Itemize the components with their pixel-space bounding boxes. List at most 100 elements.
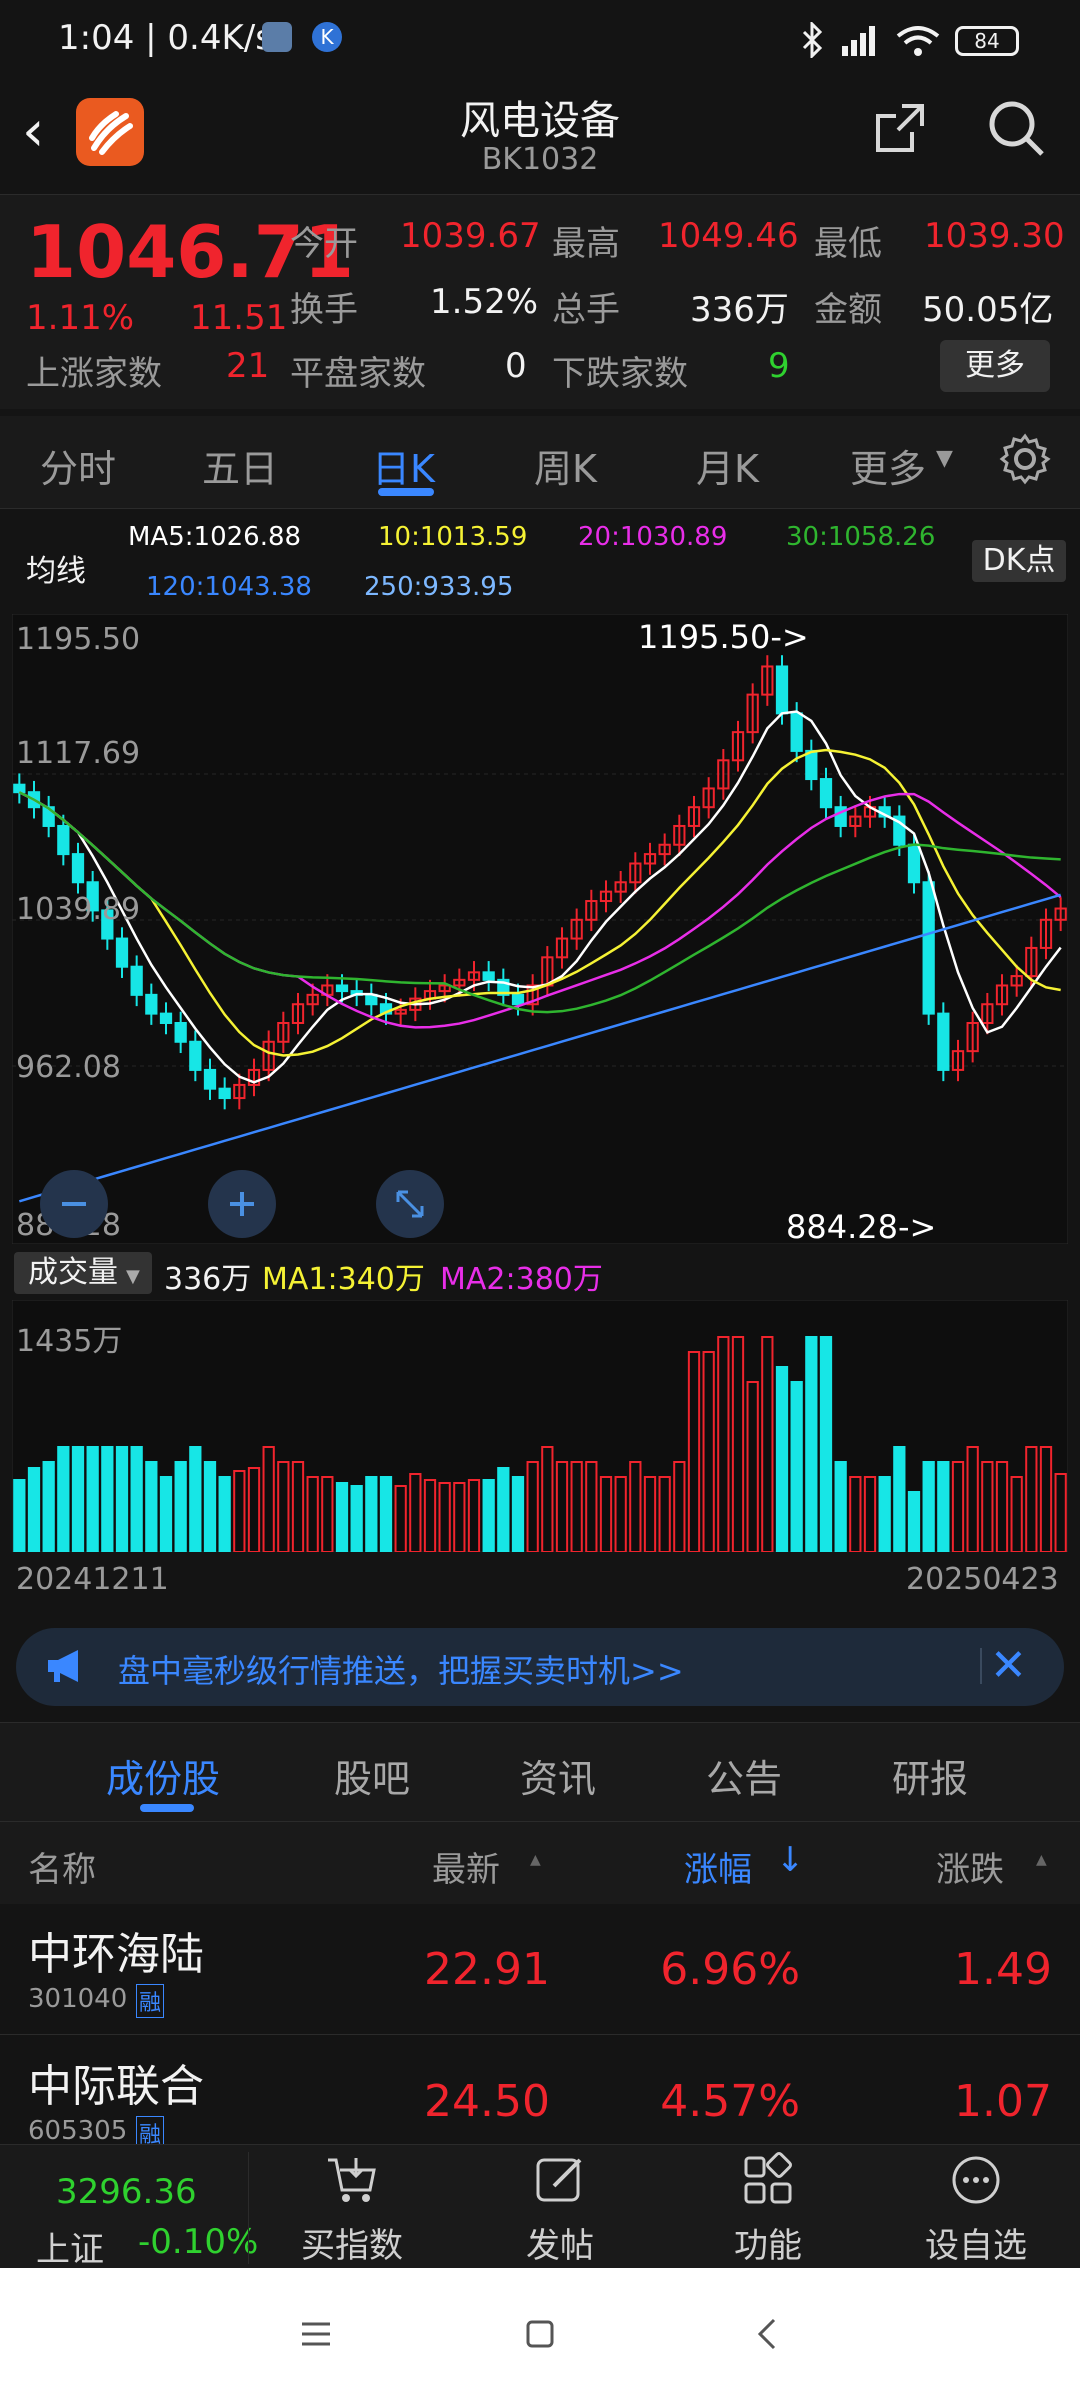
volume-bar bbox=[159, 1476, 173, 1552]
menu-icon[interactable] bbox=[298, 2316, 334, 2352]
candle-body bbox=[497, 978, 510, 996]
candle-body bbox=[673, 824, 686, 846]
vol-ma1: MA1:340万 bbox=[262, 1262, 425, 1297]
candle-body bbox=[805, 749, 818, 781]
flat-count-label: 平盘家数 bbox=[290, 354, 426, 394]
col-latest[interactable]: 最新 bbox=[432, 1850, 500, 1890]
nav-post[interactable]: 发帖 bbox=[526, 2226, 594, 2266]
min-price-marker: 884.28-> bbox=[786, 1208, 937, 1246]
candle-body bbox=[145, 993, 158, 1015]
kline-chart[interactable] bbox=[12, 614, 1068, 1244]
zoom-in-button[interactable] bbox=[208, 1170, 276, 1238]
volume-bar bbox=[834, 1461, 847, 1552]
candle-body bbox=[482, 971, 495, 981]
ma5-value: MA5:1026.88 bbox=[128, 522, 302, 552]
volume-bar bbox=[321, 1476, 334, 1552]
high-label: 最高 bbox=[552, 224, 620, 264]
change-pct: 1.11% bbox=[26, 298, 135, 338]
turnover-label: 换手 bbox=[290, 290, 358, 330]
change-pct: 6.96% bbox=[660, 1944, 800, 1995]
candle-body bbox=[1039, 918, 1053, 949]
candle-body bbox=[115, 937, 129, 968]
volume-bar bbox=[849, 1476, 862, 1552]
candle-body bbox=[71, 853, 85, 884]
volume-bar bbox=[203, 1461, 217, 1552]
candle-body bbox=[1054, 907, 1067, 921]
stock-name: 中际联合 bbox=[28, 2061, 204, 2112]
share-icon[interactable] bbox=[872, 100, 928, 156]
candle-body bbox=[981, 1003, 994, 1025]
candle-body bbox=[555, 937, 569, 959]
tab-research[interactable]: 研报 bbox=[892, 1757, 969, 1801]
wifi-icon bbox=[896, 26, 940, 56]
nav-functions[interactable]: 功能 bbox=[734, 2226, 802, 2266]
candle-body bbox=[731, 731, 745, 762]
back-icon[interactable]: ‹ bbox=[22, 99, 45, 164]
tab-announcements[interactable]: 公告 bbox=[706, 1757, 783, 1801]
banner-text[interactable]: 盘中毫秒级行情推送，把握买卖时机>> bbox=[118, 1652, 684, 1690]
y-tick-label: 1039.89 bbox=[16, 892, 141, 927]
tab-forum[interactable]: 股吧 bbox=[334, 1757, 411, 1801]
up-count: 21 bbox=[226, 346, 270, 386]
gear-icon[interactable] bbox=[998, 432, 1052, 486]
ma20-value: 20:1030.89 bbox=[578, 522, 728, 552]
zoom-out-button[interactable] bbox=[40, 1170, 108, 1238]
tab-weekly-k[interactable]: 周K bbox=[534, 447, 597, 491]
promo-banner[interactable] bbox=[16, 1628, 1064, 1706]
volume-bar bbox=[42, 1461, 55, 1552]
candle-body bbox=[614, 881, 627, 893]
volume-bar bbox=[27, 1467, 41, 1552]
table-row[interactable] bbox=[0, 1906, 1080, 2035]
tab-intraday[interactable]: 分时 bbox=[40, 447, 117, 491]
tab-daily-k[interactable]: 日K bbox=[372, 447, 435, 491]
candle-body bbox=[834, 806, 847, 827]
stock-name: 中环海陆 bbox=[28, 1929, 204, 1980]
fullscreen-button[interactable] bbox=[376, 1170, 444, 1238]
ma120-line bbox=[18, 893, 1062, 1203]
candle-body bbox=[335, 984, 349, 993]
cart-icon[interactable] bbox=[324, 2152, 380, 2208]
volume-indicator-select[interactable]: 成交量 ▼ bbox=[14, 1252, 152, 1294]
home-icon[interactable] bbox=[522, 2316, 558, 2352]
dropdown-arrow-icon: ▼ bbox=[126, 1266, 140, 1287]
candle-body bbox=[585, 900, 598, 921]
back-nav-icon[interactable] bbox=[750, 2316, 786, 2352]
grid-icon[interactable] bbox=[740, 2152, 796, 2208]
volume-bar bbox=[467, 1479, 481, 1552]
edit-icon[interactable] bbox=[532, 2152, 588, 2208]
nav-add-watchlist[interactable]: 设自选 bbox=[925, 2226, 1027, 2266]
dk-point-button[interactable]: DK点 bbox=[972, 540, 1066, 582]
candle-body bbox=[893, 815, 906, 846]
change-value: 1.07 bbox=[954, 2076, 1052, 2127]
turnover-value: 1.52% bbox=[430, 282, 539, 322]
tab-constituents[interactable]: 成份股 bbox=[106, 1757, 221, 1801]
close-icon[interactable]: ✕ bbox=[990, 1640, 1027, 1691]
volume-bar bbox=[145, 1461, 158, 1552]
more-circle-icon[interactable] bbox=[948, 2152, 1004, 2208]
volume-bar bbox=[966, 1446, 979, 1552]
down-count-label: 下跌家数 bbox=[552, 354, 688, 394]
index-value[interactable]: 3296.36 bbox=[56, 2172, 197, 2212]
volume-bar bbox=[233, 1470, 246, 1552]
col-change-pct[interactable]: 涨幅 bbox=[684, 1850, 752, 1890]
candle-body bbox=[394, 1008, 407, 1015]
volume-bar bbox=[937, 1461, 950, 1552]
volume-bar bbox=[511, 1476, 525, 1552]
volume-bar bbox=[13, 1479, 26, 1552]
change-pct: 4.57% bbox=[660, 2076, 800, 2127]
col-name: 名称 bbox=[28, 1850, 96, 1890]
search-icon[interactable] bbox=[984, 96, 1048, 160]
tab-monthly-k[interactable]: 月K bbox=[696, 447, 759, 491]
candle-body bbox=[629, 862, 642, 884]
nav-buy-index[interactable]: 买指数 bbox=[301, 2226, 403, 2266]
up-count-label: 上涨家数 bbox=[26, 354, 162, 394]
tab-more[interactable]: 更多 bbox=[850, 447, 927, 491]
volume-chart bbox=[12, 1300, 1068, 1552]
more-button[interactable]: 更多 bbox=[940, 340, 1050, 392]
index-name: 上证 bbox=[36, 2230, 104, 2270]
tab-news[interactable]: 资讯 bbox=[520, 1757, 597, 1801]
volume-bar bbox=[1010, 1476, 1023, 1552]
col-change[interactable]: 涨跌 bbox=[936, 1850, 1004, 1890]
tab-5day[interactable]: 五日 bbox=[202, 447, 279, 491]
system-nav-bar bbox=[0, 2268, 1080, 2400]
